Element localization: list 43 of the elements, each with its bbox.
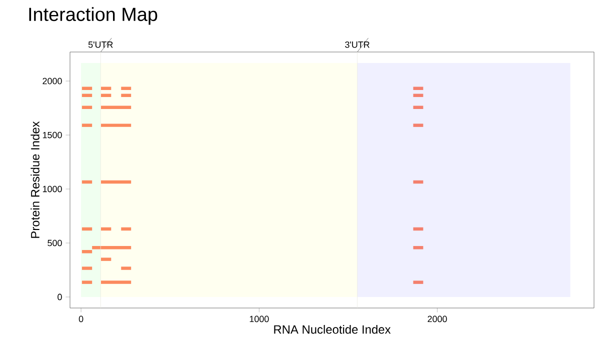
bar bbox=[82, 227, 92, 231]
bar bbox=[413, 124, 424, 127]
x-tick-label: 0 bbox=[78, 316, 84, 322]
bar bbox=[82, 266, 92, 270]
bar bbox=[100, 86, 112, 90]
bar bbox=[100, 258, 112, 261]
chart-title: Interaction Map bbox=[29, 7, 158, 25]
y-axis-title: Protein Residue Index bbox=[30, 121, 40, 238]
bar bbox=[121, 86, 132, 90]
x-tick-label: 2000 bbox=[428, 316, 447, 322]
ref-line-label: 3'UTR bbox=[345, 41, 370, 48]
bar bbox=[92, 246, 132, 250]
x-tick-label: 1000 bbox=[250, 316, 269, 322]
bar bbox=[100, 227, 112, 231]
ref-line-label: 5'UTR bbox=[88, 42, 113, 48]
bar bbox=[100, 280, 132, 284]
bar bbox=[413, 86, 424, 90]
bar bbox=[100, 106, 132, 110]
y-tick-label: 1500 bbox=[42, 132, 62, 138]
bar bbox=[413, 180, 424, 184]
bar bbox=[100, 94, 112, 98]
bar bbox=[413, 280, 424, 284]
bar bbox=[121, 227, 132, 231]
bar bbox=[413, 94, 424, 98]
y-tick-label: 500 bbox=[48, 240, 62, 246]
bar bbox=[82, 94, 92, 98]
bar bbox=[82, 86, 92, 90]
bar bbox=[82, 180, 92, 184]
bar bbox=[82, 106, 92, 110]
bar bbox=[413, 246, 424, 250]
bar bbox=[82, 250, 92, 254]
bar bbox=[82, 280, 92, 284]
bar bbox=[82, 124, 92, 127]
y-tick-label: 2000 bbox=[42, 78, 62, 84]
bar bbox=[121, 266, 132, 270]
bar bbox=[413, 227, 424, 231]
bar bbox=[413, 106, 424, 110]
bar bbox=[121, 94, 132, 98]
x-axis-title: RNA Nucleotide Index bbox=[274, 324, 391, 334]
bar bbox=[100, 124, 132, 127]
y-tick-label: 1000 bbox=[42, 186, 62, 192]
bar bbox=[100, 180, 132, 184]
y-tick-label: 0 bbox=[58, 294, 62, 300]
